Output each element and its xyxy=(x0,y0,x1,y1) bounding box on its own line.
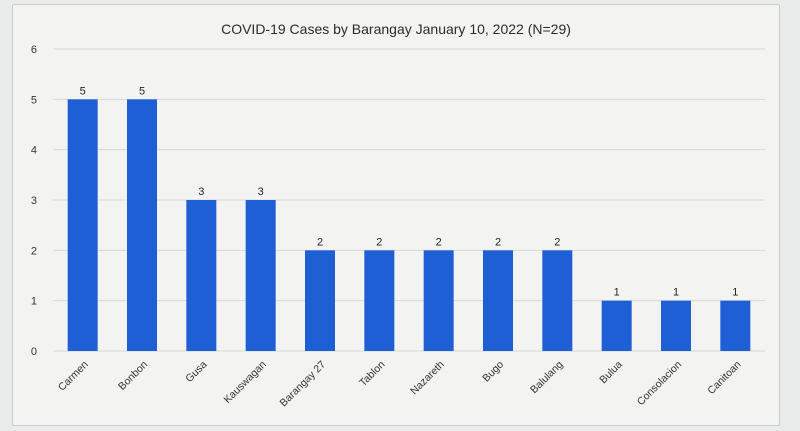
bar-chart: 0 1 2 3 4 5 6 5 Carmen 5 Bonbon 3 Gusa 3 Kauswagan 2 Bar… xyxy=(31,44,765,410)
bar xyxy=(542,250,573,351)
x-tick-label: Gusa xyxy=(183,359,209,385)
y-tick-label: 6 xyxy=(31,44,37,56)
data-label: 2 xyxy=(495,236,501,248)
y-tick-label: 4 xyxy=(31,145,37,157)
y-tick-label: 0 xyxy=(31,346,37,358)
y-tick-label: 5 xyxy=(31,94,37,106)
y-tick-label: 3 xyxy=(31,195,37,207)
bar xyxy=(483,250,513,351)
bar xyxy=(601,300,632,351)
x-tick-label: Consolacion xyxy=(635,359,684,408)
y-tick-label: 2 xyxy=(31,245,37,257)
x-tick-label: Balulang xyxy=(528,359,565,396)
x-tick-label: Bonbon xyxy=(116,359,150,393)
chart-frame: COVID-19 Cases by Barangay January 10, 2… xyxy=(12,4,780,426)
data-label: 3 xyxy=(258,186,264,198)
x-tick-label: Nazareth xyxy=(408,359,447,398)
bar xyxy=(305,250,335,351)
data-label: 2 xyxy=(554,236,560,248)
data-label: 1 xyxy=(673,287,679,299)
x-tick-label: Canitoan xyxy=(705,359,743,397)
data-label: 2 xyxy=(436,236,442,248)
x-tick-label: Bugo xyxy=(480,359,506,385)
bar xyxy=(67,99,98,351)
x-tick-label: Kauswagan xyxy=(222,359,269,406)
bar xyxy=(720,300,751,351)
x-tick-label: Carmen xyxy=(56,359,91,394)
data-label: 1 xyxy=(614,287,620,299)
data-label: 5 xyxy=(80,85,86,97)
bar xyxy=(127,99,157,351)
data-label: 3 xyxy=(198,186,204,198)
bar xyxy=(245,200,276,351)
bar xyxy=(364,250,395,351)
chart-title: COVID-19 Cases by Barangay January 10, 2… xyxy=(221,21,571,37)
bar xyxy=(423,250,454,351)
data-label: 2 xyxy=(317,236,323,248)
data-label: 1 xyxy=(732,287,738,299)
x-tick-label: Bulua xyxy=(597,359,625,387)
data-label: 2 xyxy=(376,236,382,248)
bar xyxy=(661,300,691,351)
y-tick-label: 1 xyxy=(31,296,37,308)
data-label: 5 xyxy=(139,85,145,97)
bar xyxy=(186,200,217,351)
x-tick-label: Barangay 27 xyxy=(278,359,329,410)
x-tick-label: Tablon xyxy=(357,359,387,389)
